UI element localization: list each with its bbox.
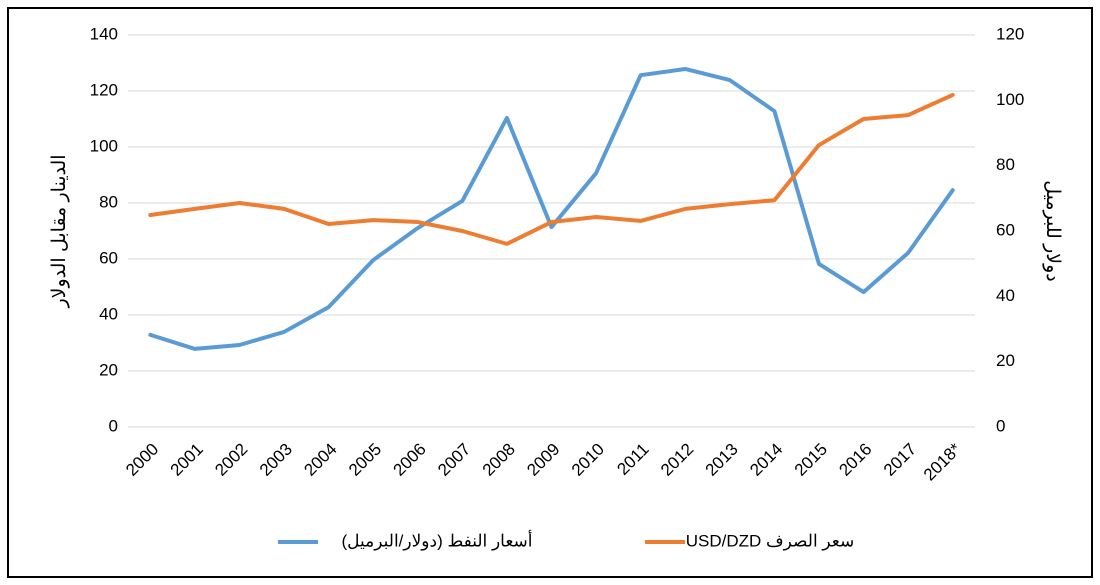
y2-tick-label: 80 — [996, 155, 1015, 174]
chart-frame — [7, 7, 1093, 578]
y2-tick-label: 120 — [996, 24, 1024, 43]
y-tick-label: 40 — [99, 304, 118, 323]
y2-tick-label: 60 — [996, 220, 1015, 239]
y-tick-label: 60 — [99, 248, 118, 267]
legend-label: أسعار النفط (دولار/البرميل) — [341, 529, 532, 551]
y2-tick-label: 20 — [996, 351, 1015, 370]
legend-label: سعر الصرف USD/DZD — [686, 531, 854, 551]
y2-axis-label: دولار للبرميل — [1042, 180, 1063, 282]
data-line — [148, 66, 955, 351]
y-tick-label: 80 — [99, 192, 118, 211]
y2-tick-label: 100 — [996, 90, 1024, 109]
y-tick-label: 120 — [90, 80, 118, 99]
y-tick-label: 100 — [90, 136, 118, 155]
data-line — [148, 92, 955, 246]
y2-tick-label: 0 — [996, 416, 1005, 435]
y-tick-label: 20 — [99, 360, 118, 379]
y-tick-label: 140 — [90, 24, 118, 43]
y2-tick-label: 40 — [996, 286, 1015, 305]
y-axis-label: الدينار مقابل الدولار — [49, 154, 70, 308]
y-tick-label: 0 — [109, 416, 118, 435]
